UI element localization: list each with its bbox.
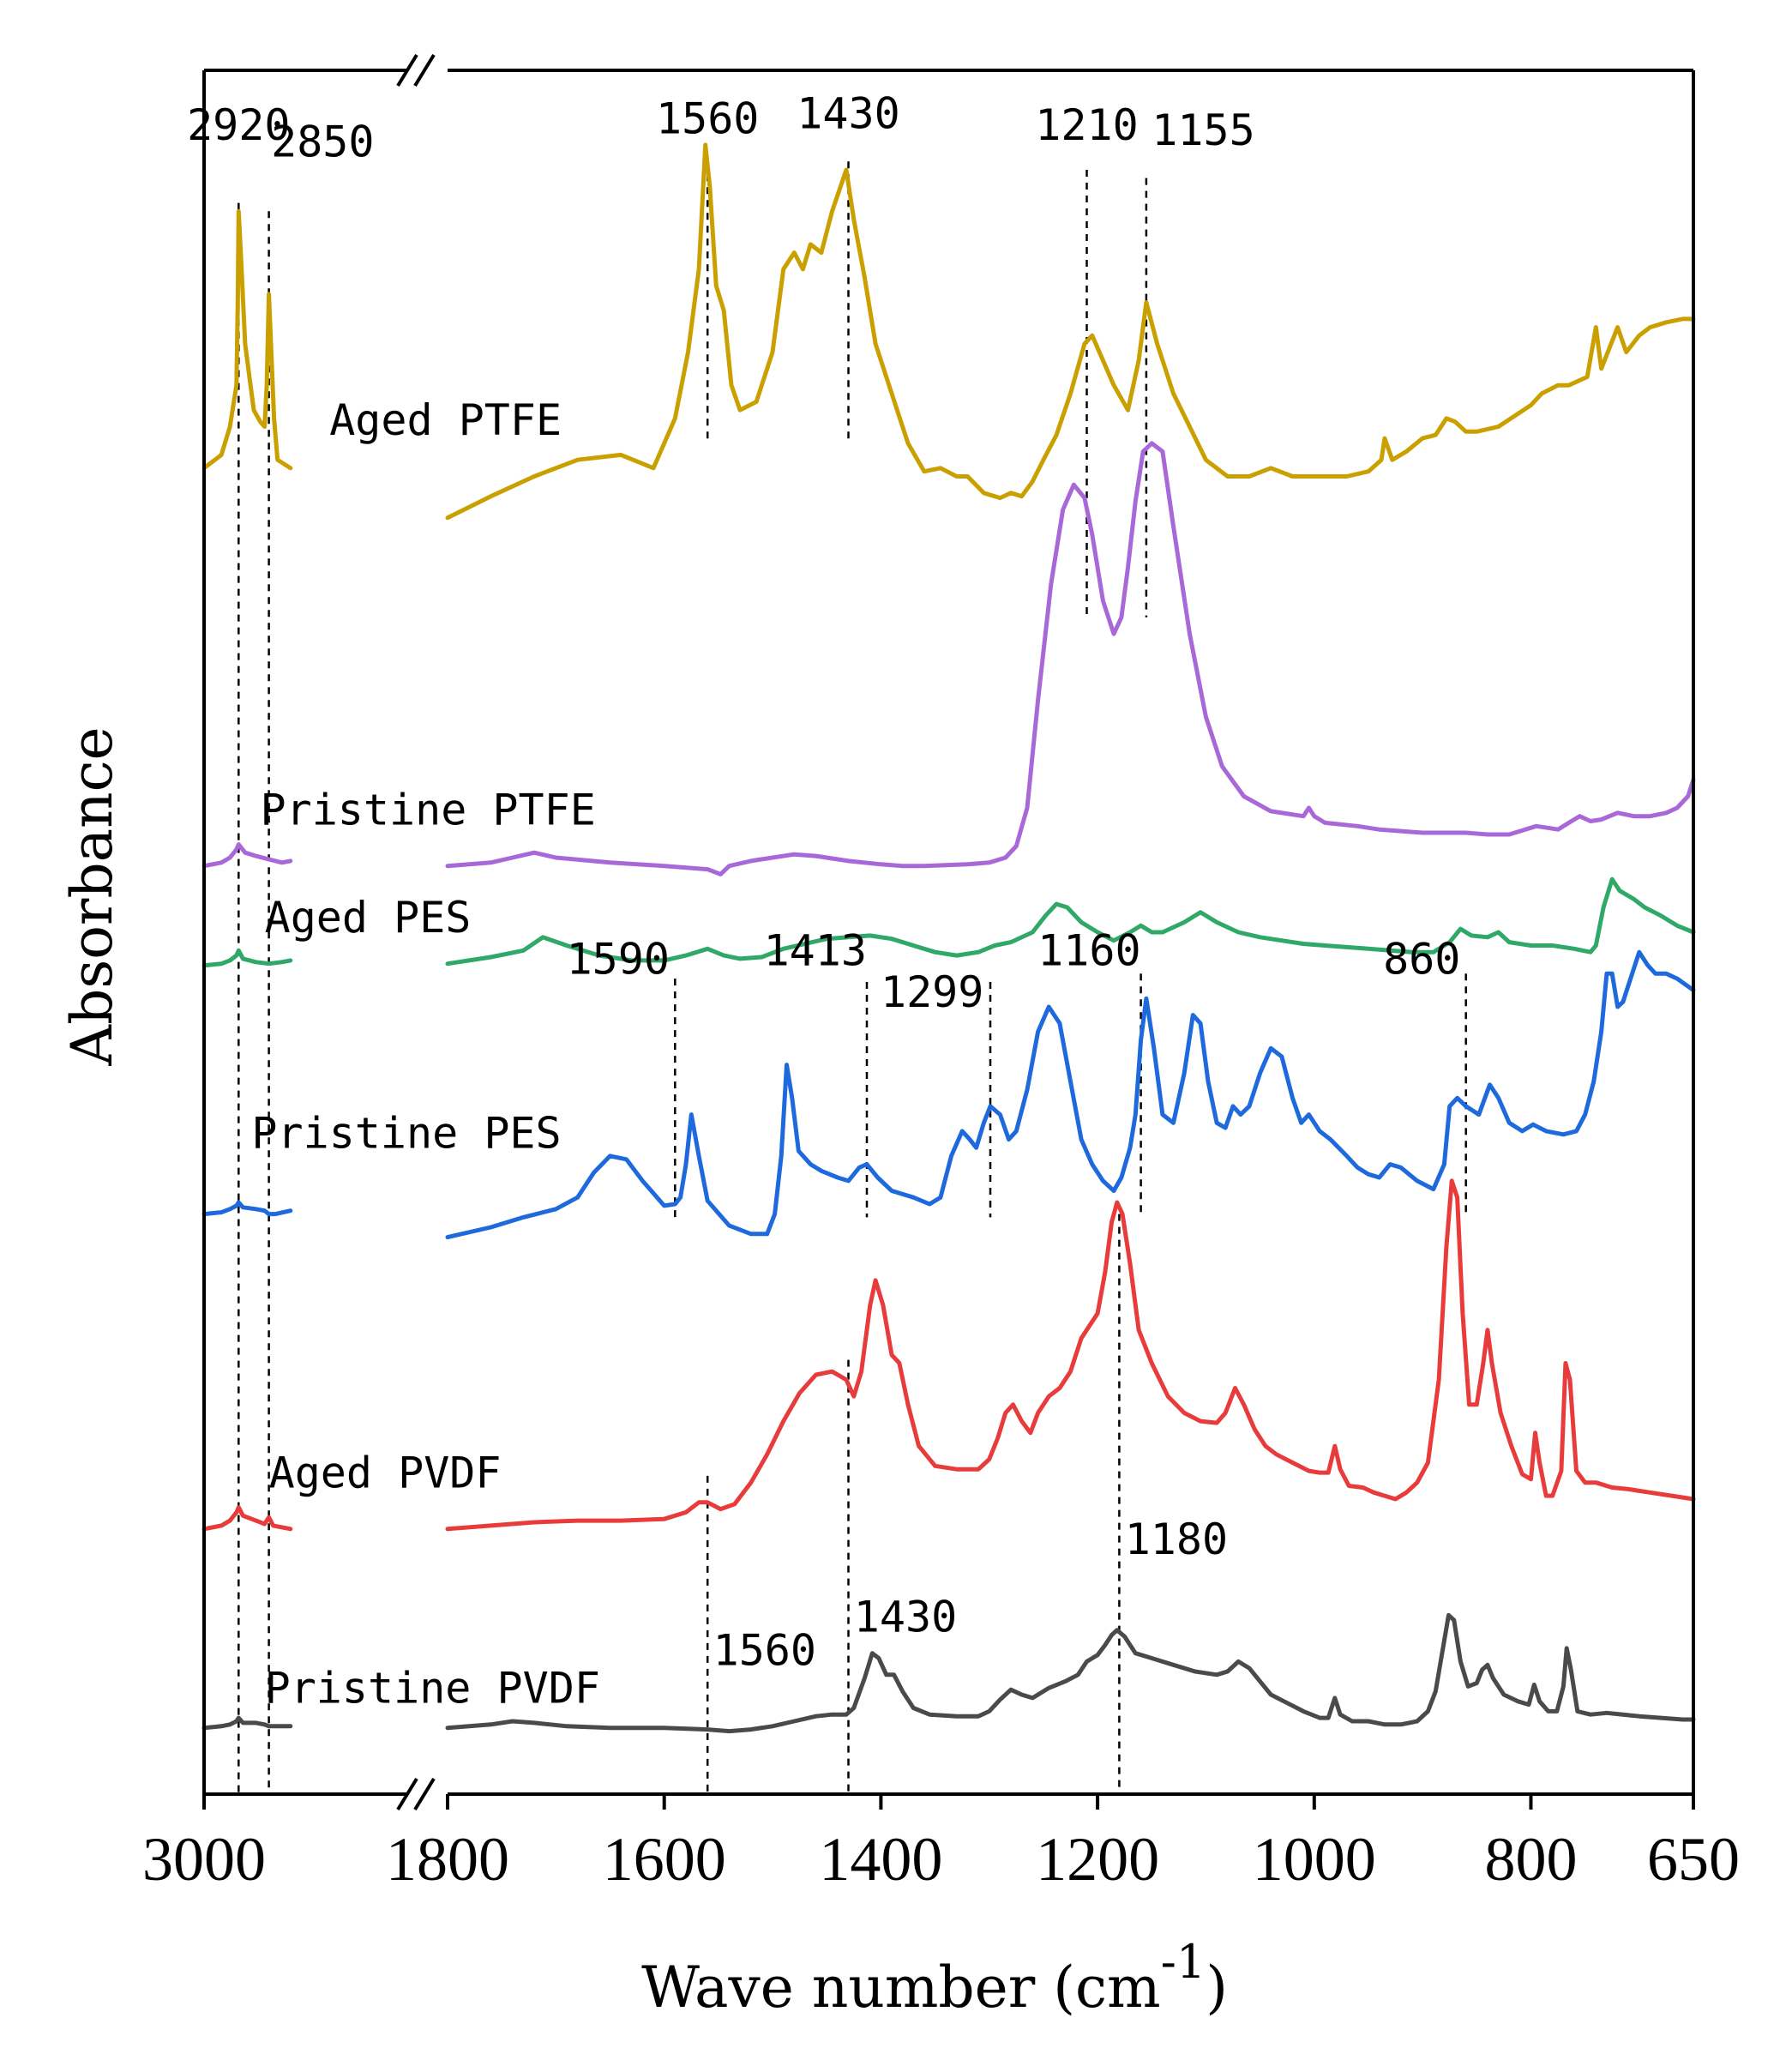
x-axis-title: Wave number (cm-1) bbox=[641, 1935, 1228, 2021]
peak-label-1155-5: 1155 bbox=[1152, 105, 1254, 155]
series-label-pristine-pvdf: Pristine PVDF bbox=[265, 1664, 600, 1714]
series-label-aged-pes: Aged PES bbox=[265, 893, 472, 943]
x-axis-title-close: ) bbox=[1206, 1955, 1228, 2021]
series-line-pristine-pvdf-high bbox=[201, 1715, 293, 1731]
peak-label-1560-11: 1560 bbox=[713, 1625, 816, 1675]
series-line-pristine-pvdf-main bbox=[445, 1612, 1696, 1734]
x-tick-label-1800: 1800 bbox=[386, 1825, 509, 1894]
series-line-aged-pes-high bbox=[201, 948, 293, 968]
axis-break-mark-top-1 bbox=[413, 53, 436, 87]
peak-label-1180-13: 1180 bbox=[1125, 1515, 1228, 1564]
series-label-pristine-pes: Pristine PES bbox=[251, 1108, 561, 1158]
x-tick-label-1400: 1400 bbox=[819, 1825, 942, 1894]
peak-label-1299-8: 1299 bbox=[881, 967, 983, 1017]
series-line-aged-ptfe-main bbox=[445, 142, 1696, 521]
peak-label-1413-7: 1413 bbox=[764, 926, 867, 976]
series-group bbox=[201, 142, 1696, 1734]
series-line-aged-pvdf-main bbox=[445, 1178, 1696, 1532]
peak-label-1210-4: 1210 bbox=[1035, 100, 1138, 150]
x-axis-title-superscript: -1 bbox=[1161, 1935, 1206, 1989]
peak-label-2850-1: 2850 bbox=[271, 117, 374, 167]
series-line-aged-ptfe-high bbox=[201, 208, 293, 471]
peak-label-1160-9: 1160 bbox=[1037, 926, 1140, 976]
series-pristine-pvdf bbox=[201, 1612, 1696, 1734]
peak-label-1430-12: 1430 bbox=[854, 1593, 957, 1642]
series-line-pristine-ptfe-high bbox=[201, 842, 293, 869]
y-axis-title: Absorbance bbox=[59, 726, 125, 1066]
series-line-aged-pvdf-high bbox=[201, 1505, 293, 1532]
series-pristine-pes bbox=[201, 949, 1696, 1240]
x-axis-ticks: 3000 1800 1600 1400 1200 1000 800 650 bbox=[142, 1794, 1740, 1894]
series-aged-ptfe bbox=[201, 142, 1696, 521]
x-tick-label-800: 800 bbox=[1484, 1825, 1577, 1894]
annotation-labels: Aged PTFE Pristine PTFE Aged PES Pristine P… bbox=[187, 89, 1460, 1714]
peak-label-1560-2: 1560 bbox=[656, 93, 759, 143]
peak-label-1430-3: 1430 bbox=[797, 89, 899, 139]
series-line-pristine-pes-high bbox=[201, 1200, 293, 1217]
peak-label-2920-0: 2920 bbox=[187, 100, 290, 150]
axis-break-mark-bottom-1 bbox=[413, 1777, 436, 1811]
peak-label-860-10: 860 bbox=[1383, 934, 1460, 984]
series-aged-pvdf bbox=[201, 1178, 1696, 1532]
series-line-pristine-ptfe-main bbox=[445, 441, 1696, 876]
x-tick-label-3000: 3000 bbox=[142, 1825, 266, 1894]
series-aged-pes bbox=[201, 876, 1696, 968]
series-pristine-ptfe bbox=[201, 441, 1696, 876]
axis-break-mark-top-0 bbox=[396, 53, 418, 87]
series-label-pristine-ptfe: Pristine PTFE bbox=[261, 785, 596, 834]
x-tick-label-1000: 1000 bbox=[1253, 1825, 1376, 1894]
x-tick-label-1200: 1200 bbox=[1036, 1825, 1159, 1894]
plot-frame bbox=[202, 53, 1695, 1811]
series-line-pristine-pes-main bbox=[445, 949, 1696, 1240]
x-tick-label-1600: 1600 bbox=[603, 1825, 726, 1894]
series-line-aged-pes-main bbox=[445, 876, 1696, 967]
series-label-aged-ptfe: Aged PTFE bbox=[329, 395, 562, 445]
x-tick-label-650: 650 bbox=[1647, 1825, 1740, 1894]
peak-label-1590-6: 1590 bbox=[567, 934, 670, 984]
reference-lines bbox=[238, 161, 1467, 1794]
series-label-aged-pvdf: Aged PVDF bbox=[269, 1449, 502, 1498]
axis-break-mark-bottom-0 bbox=[396, 1777, 418, 1811]
x-axis-title-main: Wave number (cm bbox=[641, 1955, 1161, 2021]
